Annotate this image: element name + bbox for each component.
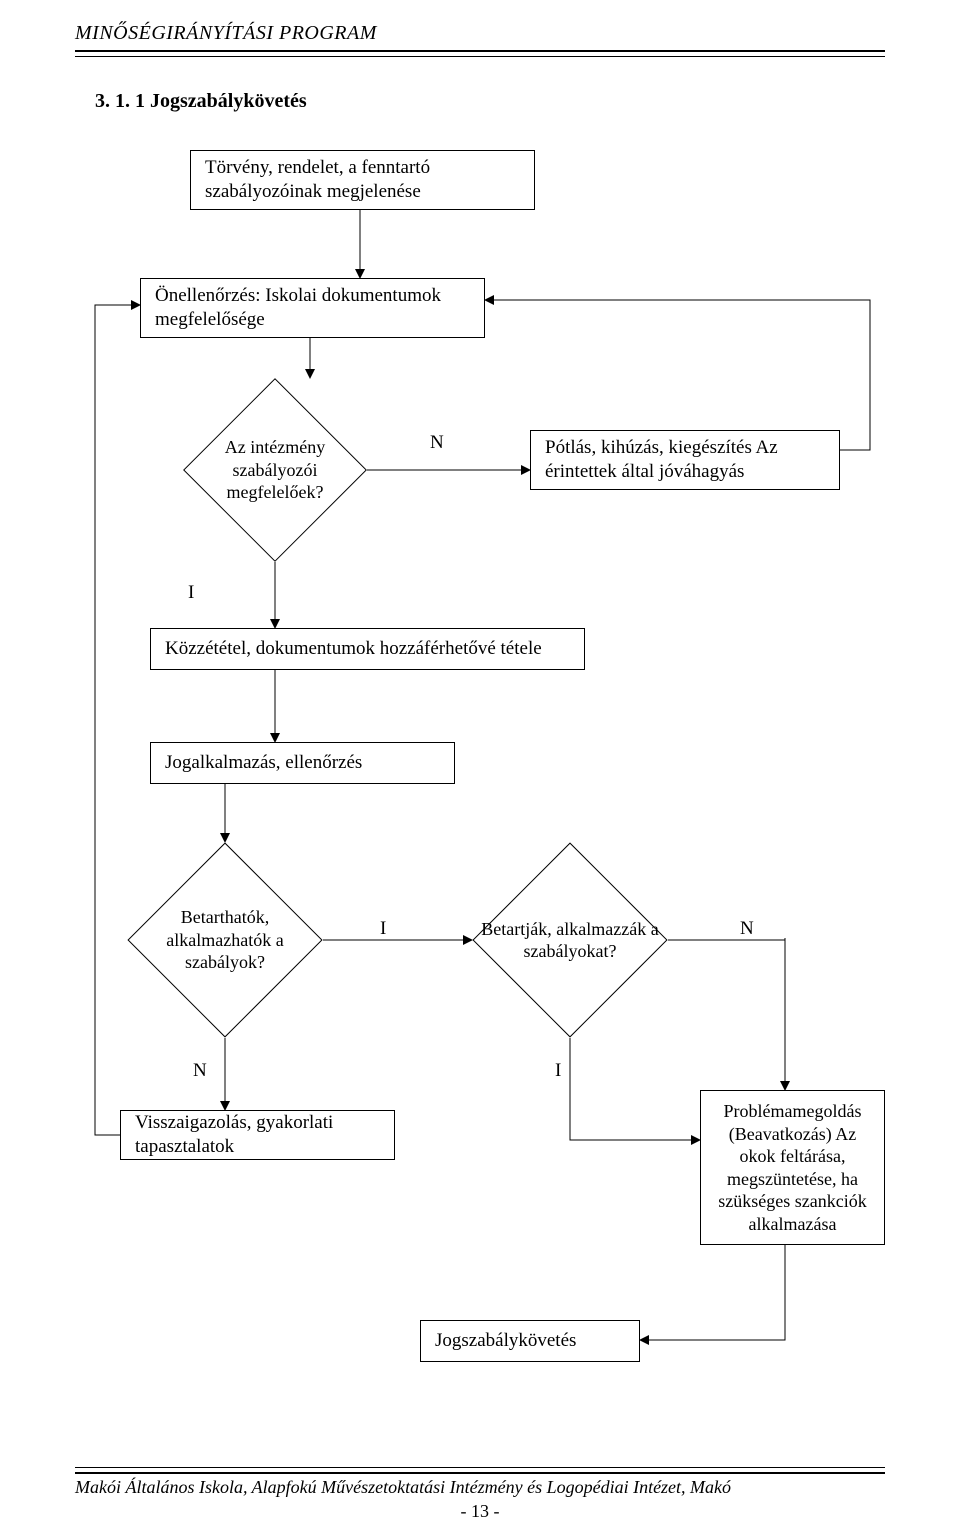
node-text: Önellenőrzés: Iskolai dokumentumok megfe… [155,284,470,332]
edge-label: I [380,918,386,940]
node-start: Törvény, rendelet, a fenntartó szabályoz… [190,150,535,210]
edge-label: I [555,1060,561,1082]
page-footer: Makói Általános Iskola, Alapfokú Művésze… [75,1477,885,1498]
flow-connectors [0,0,960,1540]
node-supplement: Pótlás, kihúzás, kiegészítés Az érintett… [530,430,840,490]
node-end: Jogszabálykövetés [420,1320,640,1362]
node-feedback: Visszaigazolás, gyakorlati tapasztalatok [120,1110,395,1160]
decision-text: Betarthatók, alkalmazhatók a szabályok? [135,906,315,974]
page: MINŐSÉGIRÁNYÍTÁSI PROGRAM 3. 1. 1 Jogsza… [0,0,960,1540]
node-text: Pótlás, kihúzás, kiegészítés Az érintett… [545,436,825,484]
node-text: Problémamegoldás (Beavatkozás) Az okok f… [715,1100,870,1235]
node-self-check: Önellenőrzés: Iskolai dokumentumok megfe… [140,278,485,338]
node-text: Törvény, rendelet, a fenntartó szabályoz… [205,156,520,204]
edge-label: I [188,582,194,604]
edge-label: N [193,1060,207,1082]
page-number: - 13 - [0,1501,960,1522]
node-text: Jogszabálykövetés [435,1329,576,1353]
node-problem-solving: Problémamegoldás (Beavatkozás) Az okok f… [700,1090,885,1245]
decision-regulators-ok: Az intézmény szabályozói megfelelőek? [183,378,367,562]
node-publish: Közzététel, dokumentumok hozzáférhetővé … [150,628,585,670]
footer-rule [75,1472,885,1474]
decision-rules-followed: Betartják, alkalmazzák a szabályokat? [472,842,668,1038]
node-text: Közzététel, dokumentumok hozzáférhetővé … [165,637,542,661]
decision-rules-applicable: Betarthatók, alkalmazhatók a szabályok? [127,842,323,1038]
decision-text: Betartják, alkalmazzák a szabályokat? [480,918,660,963]
node-text: Visszaigazolás, gyakorlati tapasztalatok [135,1111,380,1159]
footer-rule-thin [75,1467,885,1468]
node-text: Jogalkalmazás, ellenőrzés [165,751,362,775]
edge-label: N [740,918,754,940]
node-apply-law: Jogalkalmazás, ellenőrzés [150,742,455,784]
decision-text: Az intézmény szabályozói megfelelőek? [191,436,359,504]
edge-label: N [430,432,444,454]
